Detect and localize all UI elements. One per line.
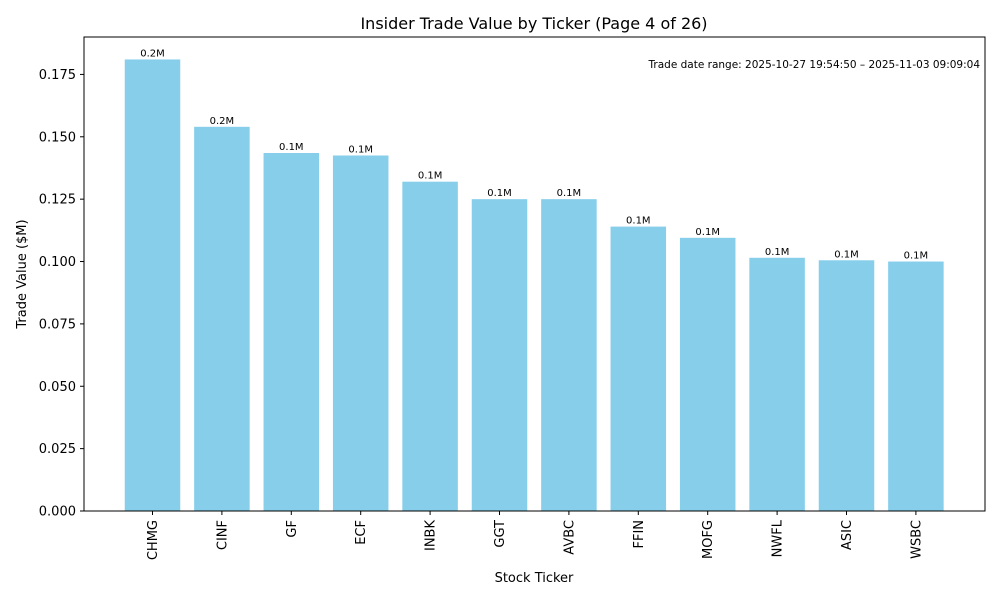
x-axis: CHMG CINF GF ECF INBK GGT AVBC FFIN MOFG NWFL ASIC…: [146, 511, 924, 560]
bar-data-label: 0.1M: [695, 227, 720, 238]
bar-cinf: [194, 126, 250, 511]
bar-data-label: 0.1M: [834, 249, 859, 260]
y-tick-label: 0.000: [39, 505, 76, 520]
bar-ggt: [471, 199, 528, 511]
bars-group: [124, 59, 944, 511]
y-tick-label: 0.125: [39, 193, 76, 208]
bar-data-label: 0.1M: [348, 145, 373, 156]
x-tick-label: NWFL: [771, 519, 786, 557]
y-tick-label: 0.050: [39, 380, 76, 395]
x-tick-label: MOFG: [701, 520, 716, 559]
x-tick-label: CINF: [215, 520, 230, 550]
date-range-annotation: Trade date range: 2025-10-27 19:54:50 – …: [648, 59, 981, 71]
x-tick-label: GF: [285, 520, 300, 538]
chart-title: Insider Trade Value by Ticker (Page 4 of…: [360, 14, 707, 33]
bar-asic: [818, 260, 875, 511]
x-tick-label: WSBC: [909, 520, 924, 559]
y-tick-label: 0.150: [39, 130, 76, 145]
bar-nwfl: [749, 257, 805, 511]
bar-ffin: [610, 226, 667, 511]
bar-avbc: [541, 199, 597, 511]
y-tick-label: 0.175: [39, 68, 76, 83]
y-tick-label: 0.075: [39, 317, 76, 332]
bar-data-label: 0.1M: [904, 251, 929, 262]
x-tick-label: ASIC: [840, 520, 855, 550]
bar-data-label: 0.1M: [418, 171, 443, 182]
x-tick-label: AVBC: [562, 520, 577, 555]
bar-gf: [263, 153, 320, 511]
x-axis-title: Stock Ticker: [495, 571, 574, 586]
x-tick-label: FFIN: [632, 520, 647, 549]
bar-inbk: [402, 181, 458, 511]
y-axis-title: Trade Value ($M): [15, 219, 30, 329]
x-tick-label: GGT: [493, 520, 508, 548]
bar-data-label: 0.1M: [557, 188, 582, 199]
bar-data-label: 0.1M: [279, 142, 304, 153]
y-axis: 0.000 0.025 0.050 0.075 0.100 0.125 0.150 0.175: [39, 68, 84, 520]
bar-data-label: 0.1M: [765, 247, 790, 258]
x-tick-label: ECF: [354, 520, 369, 545]
plot-frame: [83, 36, 986, 512]
x-tick-label: INBK: [424, 520, 439, 551]
y-tick-label: 0.100: [39, 255, 76, 270]
bar-data-label: 0.2M: [140, 48, 165, 59]
bar-chmg: [124, 59, 181, 511]
bar-wsbc: [888, 261, 944, 511]
y-tick-label: 0.025: [39, 442, 76, 457]
bar-ecf: [332, 155, 389, 511]
bar-mofg: [679, 237, 736, 511]
bar-data-label: 0.1M: [487, 188, 512, 199]
bar-labels-group: 0.2M 0.2M 0.1M 0.1M 0.1M 0.1M 0.1M 0.1M 0.1M 0.1M…: [140, 48, 928, 261]
bar-data-label: 0.1M: [626, 216, 651, 227]
bar-data-label: 0.2M: [210, 116, 235, 127]
x-tick-label: CHMG: [146, 520, 161, 560]
